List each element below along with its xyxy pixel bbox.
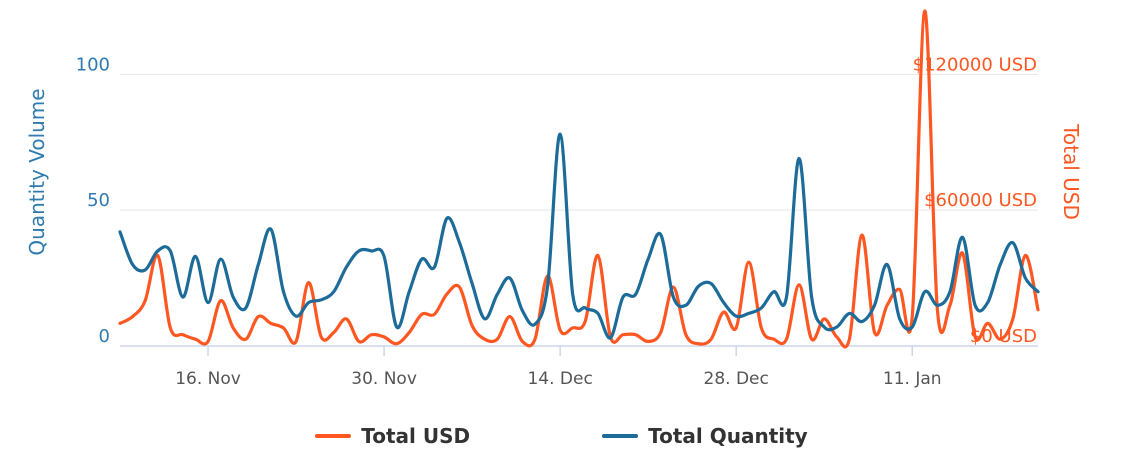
- legend-item-total-quantity[interactable]: Total Quantity: [602, 418, 808, 454]
- x-tick-label: 28. Dec: [704, 369, 769, 389]
- x-axis-labels: 16. Nov 30. Nov 14. Dec 28. Dec 11. Jan: [175, 369, 941, 389]
- left-tick-label: 100: [76, 54, 110, 75]
- x-tick-marks: [207, 346, 913, 356]
- series-line-total-quantity[interactable]: [118, 132, 1040, 340]
- x-tick-label: 30. Nov: [351, 369, 417, 389]
- legend-swatch-total-usd: [315, 434, 352, 438]
- right-axis-title: Total USD: [1059, 123, 1083, 220]
- legend-label-total-quantity: Total Quantity: [648, 424, 808, 448]
- right-axis-labels: $0 USD $60000 USD $120000 USD: [913, 54, 1037, 347]
- legend-label-total-usd: Total USD: [361, 424, 471, 448]
- x-tick-label: 11. Jan: [883, 369, 942, 389]
- legend-item-total-usd[interactable]: Total USD: [315, 418, 470, 454]
- series-line-total-usd[interactable]: [118, 9, 1040, 349]
- right-tick-label: $0 USD: [970, 326, 1037, 347]
- left-axis-labels: 0 50 100: [76, 54, 110, 347]
- chart-legend: Total USD Total Quantity: [0, 418, 1123, 454]
- left-tick-label: 50: [87, 190, 110, 211]
- legend-swatch-total-quantity: [602, 434, 639, 438]
- right-tick-label: $120000 USD: [913, 54, 1037, 75]
- grid-layer: [120, 73, 1038, 211]
- series-layer: [118, 9, 1040, 349]
- right-tick-label: $60000 USD: [924, 190, 1037, 211]
- x-tick-label: 14. Dec: [527, 369, 592, 389]
- left-tick-label: 0: [99, 326, 110, 347]
- left-axis-title: Quantity Volume: [25, 88, 49, 255]
- x-tick-label: 16. Nov: [175, 369, 241, 389]
